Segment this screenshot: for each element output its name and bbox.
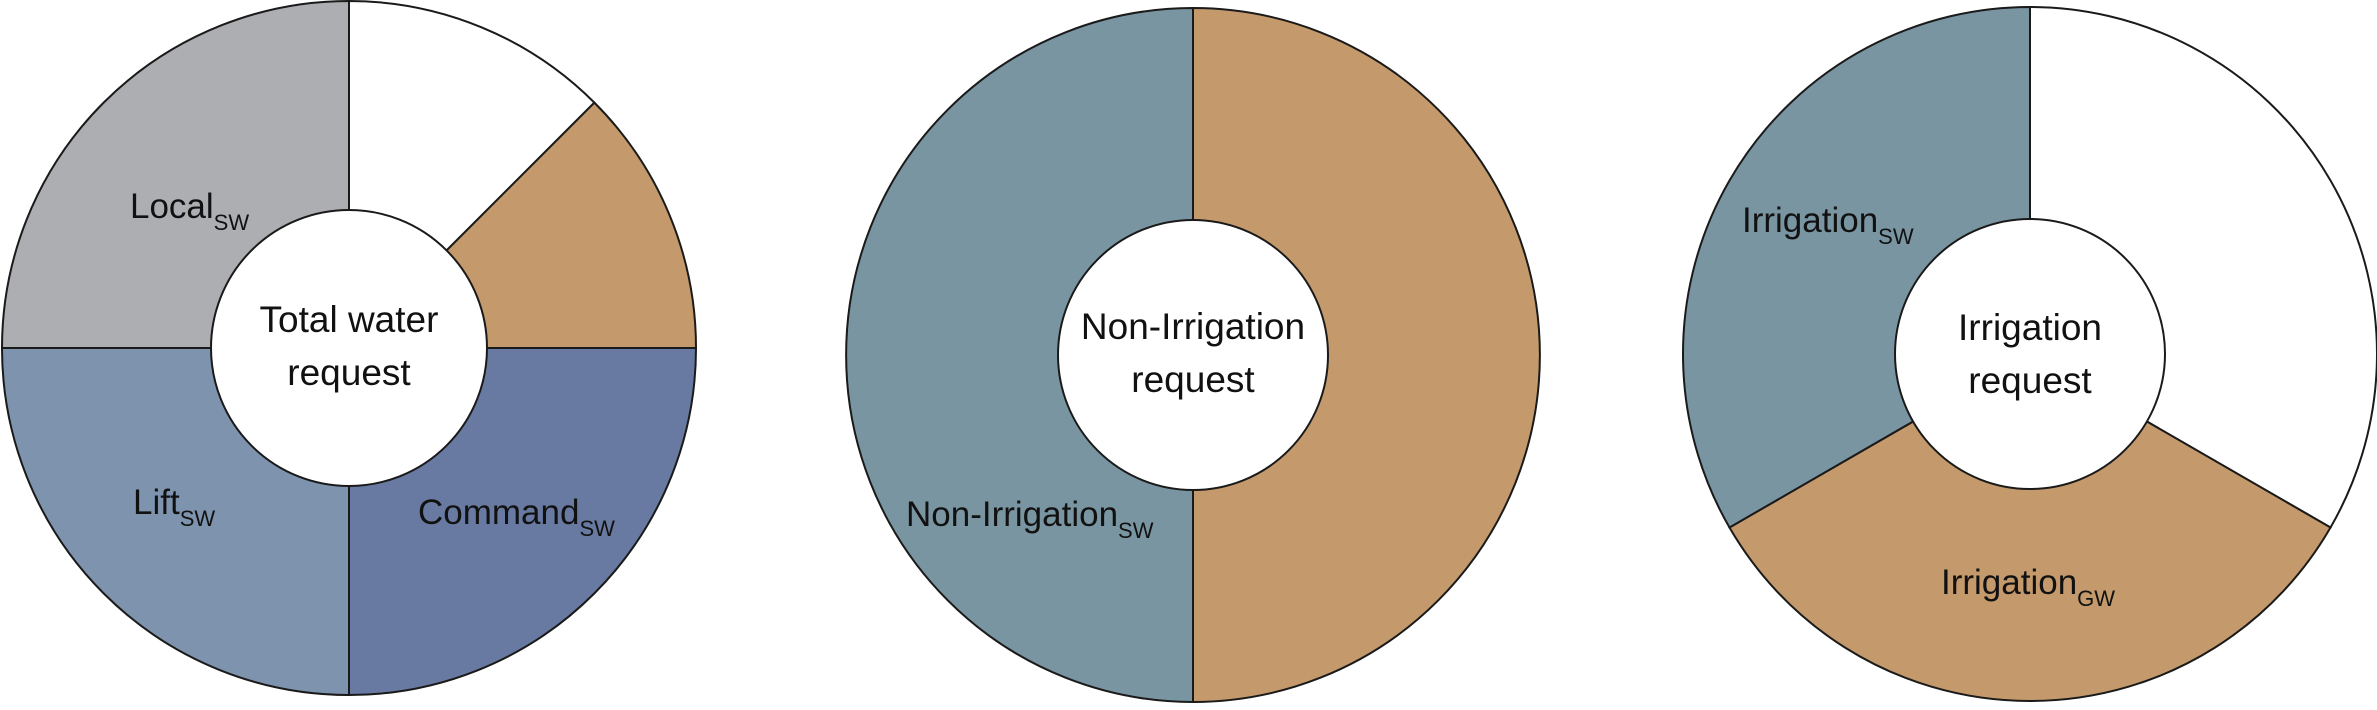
irrigation-sw-label: IrrigationSW [1742,201,1914,249]
irrigation-center-line-2: request [1968,360,2092,401]
total-center-line-1: Total water [260,299,439,340]
segment-non-irrigation [845,6,1194,704]
segment-unlabeled-tan [1192,6,1541,704]
non-irrigation-center-line-2: request [1131,359,1255,400]
irrigation-request-donut: Irrigation request IrrigationSW Irrigati… [1682,5,2377,702]
non-irrigation-segments [845,6,1541,704]
total-center-hole [210,209,488,487]
non-irrigation-center-hole [1057,219,1329,491]
lift-sw-label: LiftSW [133,483,215,531]
irrigation-center-line-1: Irrigation [1958,307,2102,348]
total-center-line-2: request [287,352,411,393]
local-sw-label: LocalSW [130,187,249,235]
segment-irrigation-gw [1728,352,2332,702]
non-irrigation-sw-label: Non-IrrigationSW [906,495,1154,543]
irrigation-gw-label: IrrigationGW [1941,563,2115,611]
non-irrigation-request-donut: Non-Irrigation request Non-IrrigationSW [845,6,1541,704]
total-water-request-donut: Total water request LocalSW LiftSW Comma… [0,0,698,697]
irrigation-center-hole [1894,218,2166,490]
non-irrigation-center-line-1: Non-Irrigation [1081,306,1305,347]
command-sw-label: CommandSW [418,493,615,541]
